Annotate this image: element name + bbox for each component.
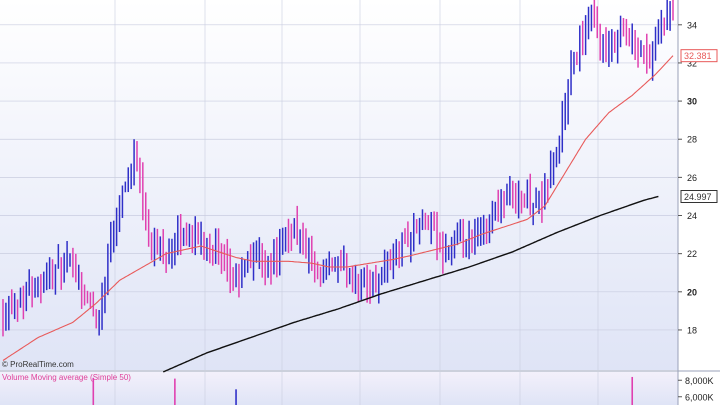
volume-tick-label: 8,000K bbox=[685, 376, 714, 386]
y-tick-label: 18 bbox=[687, 325, 697, 335]
last-price-tag-box bbox=[680, 49, 718, 63]
ma-long-tag: 24.997 bbox=[684, 192, 712, 202]
volume-panel-background bbox=[0, 372, 678, 405]
ma-long-tag-box bbox=[680, 190, 718, 204]
last-price-tag: 32.381 bbox=[684, 51, 712, 61]
volume-panel-title: Volume Moving average (Simple 50) bbox=[2, 373, 131, 382]
y-tick-label: 22 bbox=[687, 249, 697, 259]
watermark-text: © ProRealTime.com bbox=[2, 360, 74, 369]
y-tick-label: 32 bbox=[687, 58, 697, 68]
y-tick-label: 20 bbox=[687, 287, 697, 297]
y-tick-label: 24 bbox=[687, 211, 697, 221]
y-tick-label: 26 bbox=[687, 173, 697, 183]
moving-average-long-line[interactable] bbox=[162, 195, 659, 373]
y-tick-label: 34 bbox=[687, 20, 697, 30]
y-tick-label: 30 bbox=[687, 97, 697, 107]
volume-tick-label: 6,000K bbox=[685, 392, 714, 402]
moving-average-short-line[interactable] bbox=[2, 55, 674, 361]
y-tick-label: 28 bbox=[687, 135, 697, 145]
